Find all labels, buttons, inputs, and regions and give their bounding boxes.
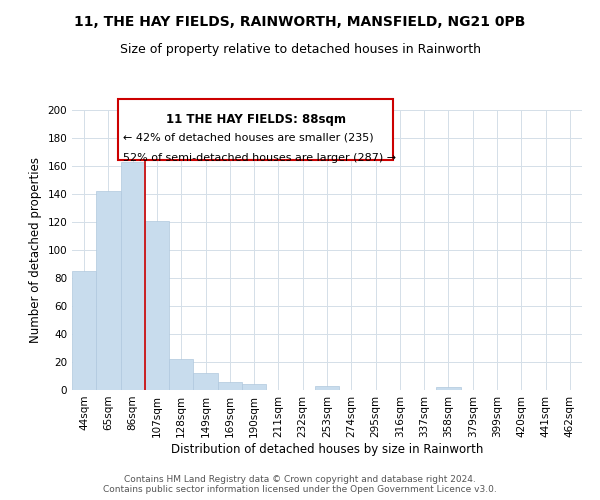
Bar	[121, 162, 145, 390]
Y-axis label: Number of detached properties: Number of detached properties	[29, 157, 42, 343]
Bar	[315, 386, 339, 390]
Bar	[145, 220, 169, 390]
Text: 52% of semi-detached houses are larger (287) →: 52% of semi-detached houses are larger (…	[123, 153, 396, 163]
Text: Size of property relative to detached houses in Rainworth: Size of property relative to detached ho…	[119, 42, 481, 56]
Text: 11, THE HAY FIELDS, RAINWORTH, MANSFIELD, NG21 0PB: 11, THE HAY FIELDS, RAINWORTH, MANSFIELD…	[74, 15, 526, 29]
Bar	[193, 373, 218, 390]
FancyBboxPatch shape	[118, 99, 394, 160]
Text: Contains HM Land Registry data © Crown copyright and database right 2024.: Contains HM Land Registry data © Crown c…	[124, 476, 476, 484]
Bar	[242, 384, 266, 390]
Text: ← 42% of detached houses are smaller (235): ← 42% of detached houses are smaller (23…	[123, 133, 374, 143]
Bar	[218, 382, 242, 390]
Bar	[169, 359, 193, 390]
Bar	[72, 271, 96, 390]
Bar	[436, 387, 461, 390]
X-axis label: Distribution of detached houses by size in Rainworth: Distribution of detached houses by size …	[171, 442, 483, 456]
Text: 11 THE HAY FIELDS: 88sqm: 11 THE HAY FIELDS: 88sqm	[166, 113, 346, 126]
Bar	[96, 191, 121, 390]
Text: Contains public sector information licensed under the Open Government Licence v3: Contains public sector information licen…	[103, 486, 497, 494]
